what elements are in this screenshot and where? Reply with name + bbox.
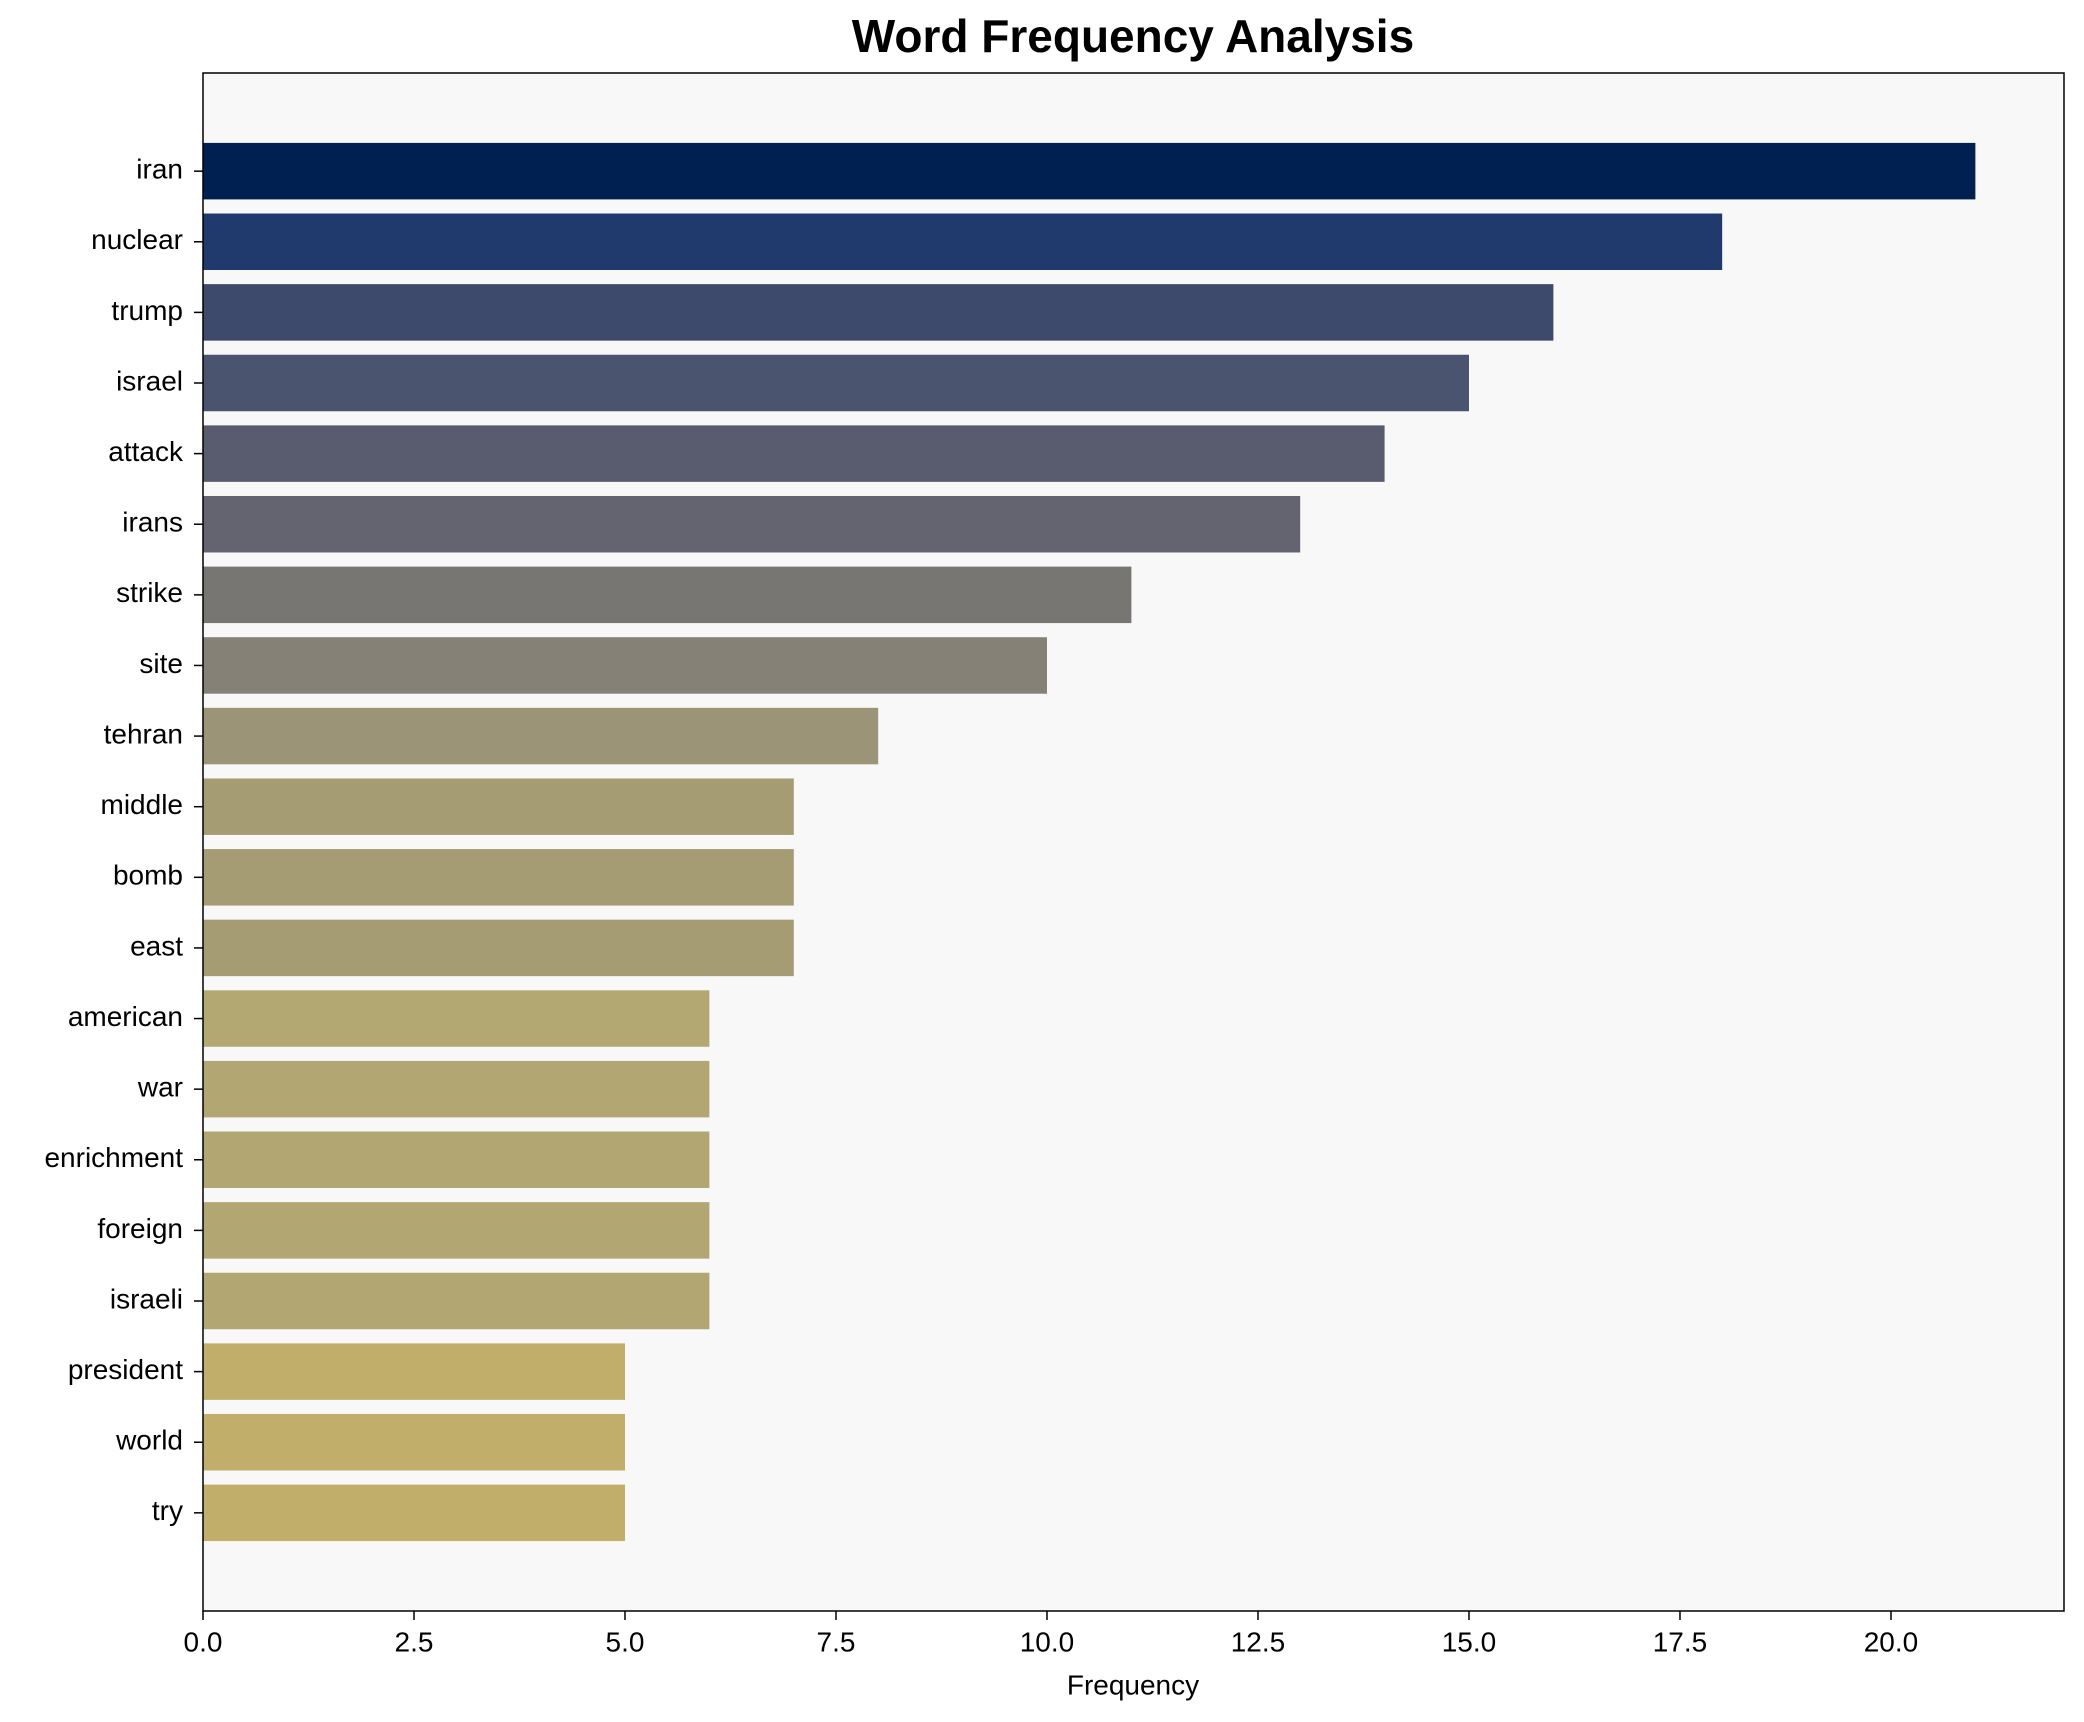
bar xyxy=(203,142,1976,200)
bar xyxy=(203,990,710,1047)
bar xyxy=(203,284,1554,341)
bar xyxy=(203,637,1047,694)
y-tick-label: war xyxy=(137,1072,183,1103)
bar xyxy=(203,495,1301,553)
x-tick-label: 12.5 xyxy=(1231,1626,1286,1657)
bar xyxy=(203,566,1132,624)
x-tick-label: 5.0 xyxy=(606,1626,645,1657)
y-tick-label: israel xyxy=(116,365,183,396)
y-tick-label: east xyxy=(130,930,183,961)
y-tick-label: foreign xyxy=(97,1213,183,1244)
y-tick-label: tehran xyxy=(104,718,183,749)
y-tick-label: strike xyxy=(116,577,183,608)
x-tick-label: 10.0 xyxy=(1020,1626,1075,1657)
bar xyxy=(203,1131,710,1189)
y-tick-label: president xyxy=(68,1354,183,1385)
bar xyxy=(203,849,794,906)
bar xyxy=(203,1484,625,1542)
y-tick-label: american xyxy=(68,1001,183,1032)
x-tick-label: 20.0 xyxy=(1864,1626,1919,1657)
bar xyxy=(203,778,794,835)
y-tick-label: try xyxy=(152,1495,183,1526)
bar xyxy=(203,1272,710,1330)
y-tick-label: israeli xyxy=(110,1283,183,1314)
y-tick-label: site xyxy=(139,648,183,679)
y-tick-label: enrichment xyxy=(44,1142,183,1173)
x-tick-label: 15.0 xyxy=(1442,1626,1497,1657)
bar xyxy=(203,213,1723,271)
bar xyxy=(203,354,1469,412)
y-tick-label: iran xyxy=(136,154,183,185)
x-tick-label: 0.0 xyxy=(184,1626,223,1657)
bar xyxy=(203,707,879,765)
plot-frame xyxy=(202,72,2065,1612)
y-tick-label: nuclear xyxy=(91,224,183,255)
bar xyxy=(203,919,794,977)
chart-title: Word Frequency Analysis xyxy=(852,10,1414,62)
bar xyxy=(203,425,1385,482)
bar xyxy=(203,1202,710,1259)
bar xyxy=(203,1343,625,1400)
y-tick-label: attack xyxy=(108,436,184,467)
y-tick-label: bomb xyxy=(113,860,183,891)
y-tick-label: world xyxy=(115,1425,183,1456)
x-axis-label: Frequency xyxy=(1067,1669,1199,1700)
y-tick-label: middle xyxy=(101,789,183,820)
y-tick-label: irans xyxy=(122,507,183,538)
x-tick-label: 7.5 xyxy=(817,1626,856,1657)
bar xyxy=(203,1413,625,1471)
y-tick-label: trump xyxy=(111,295,183,326)
bar xyxy=(203,1060,710,1118)
x-tick-label: 2.5 xyxy=(395,1626,434,1657)
x-tick-label: 17.5 xyxy=(1653,1626,1708,1657)
